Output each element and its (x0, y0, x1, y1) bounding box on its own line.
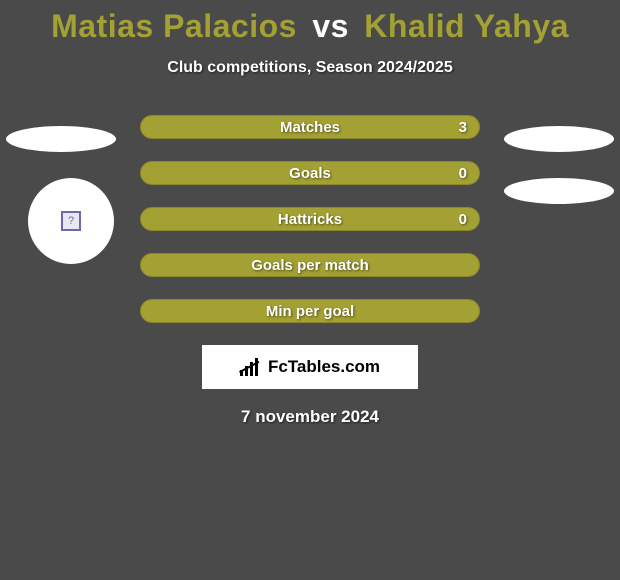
brand-box: FcTables.com (202, 345, 418, 389)
player1-name: Matias Palacios (51, 8, 297, 44)
player2-name: Khalid Yahya (364, 8, 569, 44)
vs-text: vs (312, 8, 349, 44)
stat-row: Goals per match (0, 253, 620, 277)
stat-value: 0 (459, 211, 467, 228)
fctables-logo-icon (240, 358, 262, 376)
stat-pill-matches: Matches 3 (140, 115, 480, 139)
brand-text: FcTables.com (268, 357, 380, 377)
stat-pill-goals-per-match: Goals per match (140, 253, 480, 277)
stat-pill-hattricks: Hattricks 0 (140, 207, 480, 231)
subtitle: Club competitions, Season 2024/2025 (0, 59, 620, 77)
stat-row: Matches 3 (0, 115, 620, 139)
page-title: Matias Palacios vs Khalid Yahya (0, 0, 620, 45)
stat-label: Matches (280, 119, 340, 136)
stat-value: 3 (459, 119, 467, 136)
stat-row: Goals 0 (0, 161, 620, 185)
stat-pill-min-per-goal: Min per goal (140, 299, 480, 323)
stat-label: Hattricks (278, 211, 342, 228)
stat-pill-goals: Goals 0 (140, 161, 480, 185)
stat-value: 0 (459, 165, 467, 182)
date-text: 7 november 2024 (0, 407, 620, 427)
stat-label: Goals per match (251, 257, 369, 274)
stat-label: Goals (289, 165, 331, 182)
stat-label: Min per goal (266, 303, 354, 320)
stat-row: Hattricks 0 (0, 207, 620, 231)
stat-row: Min per goal (0, 299, 620, 323)
